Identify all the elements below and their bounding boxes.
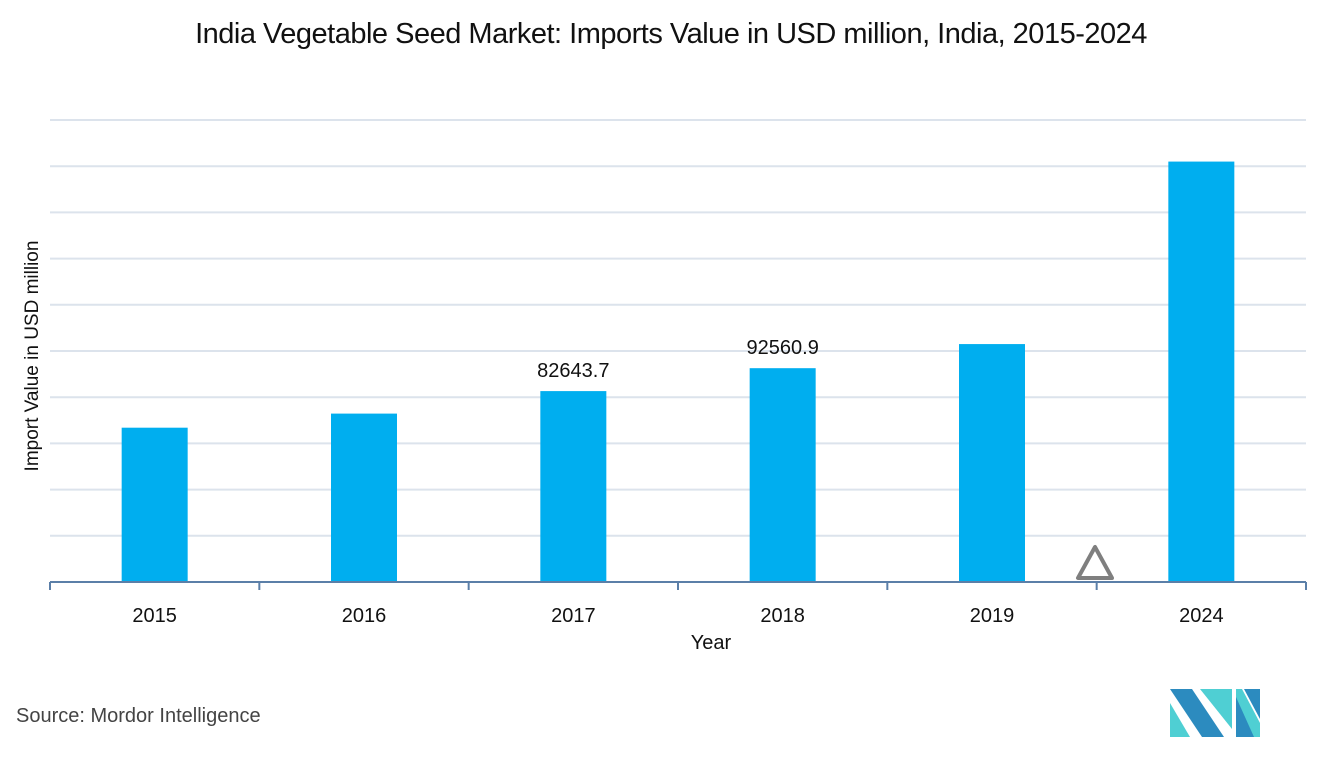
bar-2024: [1168, 161, 1235, 582]
bar-2019: [959, 344, 1025, 582]
gridlines: [50, 119, 1306, 537]
x-tick-label-2016: 2016: [342, 605, 387, 627]
x-tick-label-2017: 2017: [551, 605, 596, 627]
bar-2017: [540, 391, 607, 582]
x-tick-label-2024: 2024: [1179, 605, 1224, 627]
x-tick-label-2018: 2018: [760, 605, 805, 627]
bar-chart: 82643.7 92560.9 2015 2016 2017 2018 2019 2024: [49, 119, 1307, 627]
x-axis: [49, 581, 1307, 590]
axis-break-triangle-icon: [1076, 545, 1114, 580]
data-label-2018: 92560.9: [747, 337, 819, 359]
source-note: Source: Mordor Intelligence: [16, 705, 261, 727]
x-tick-labels: 2015 2016 2017 2018 2019 2024: [132, 605, 1223, 627]
data-label-2017: 82643.7: [537, 360, 609, 382]
x-axis-label: Year: [690, 632, 732, 654]
x-tick-label-2015: 2015: [132, 605, 177, 627]
data-labels: 82643.7 92560.9: [537, 337, 819, 382]
bar-2018: [749, 368, 816, 582]
mordor-intelligence-logo-icon: [1170, 689, 1260, 737]
bars: [121, 161, 1235, 582]
bar-2015: [121, 427, 188, 582]
bar-2016: [331, 413, 397, 582]
chart-title: India Vegetable Seed Market: Imports Val…: [195, 18, 1147, 50]
x-tick-label-2019: 2019: [970, 605, 1015, 627]
